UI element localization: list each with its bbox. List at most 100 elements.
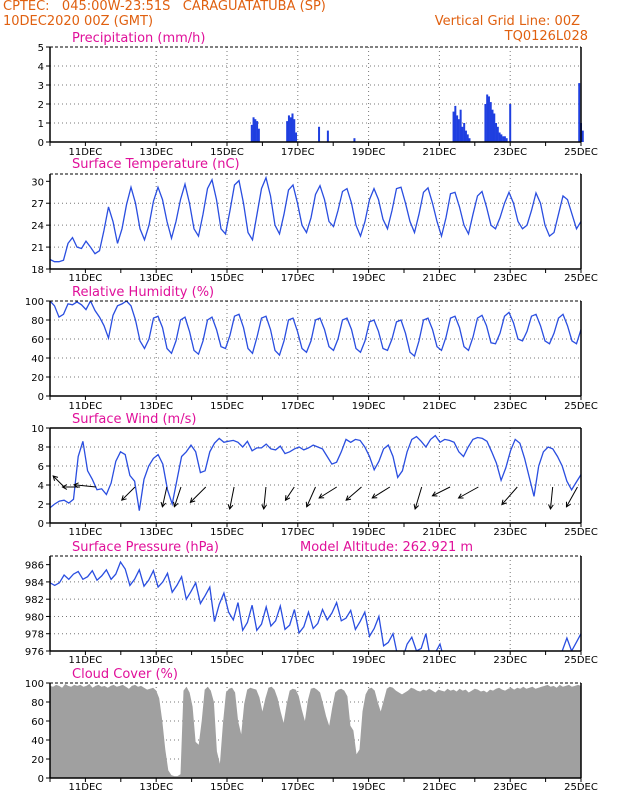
x-tick-label: 17DEC [281, 527, 315, 538]
wind-arrow-head [548, 504, 554, 511]
y-tick-label: 100 [25, 297, 44, 308]
precip-bar [502, 136, 505, 142]
x-tick-label: 19DEC [352, 273, 386, 284]
precip-bar [459, 109, 462, 142]
wind-arrow-head [72, 482, 79, 489]
y-tick-label: 20 [31, 373, 44, 384]
x-tick-label: 23DEC [493, 655, 527, 666]
x-tick-label: 23DEC [493, 527, 527, 538]
wind-arrow [414, 486, 423, 510]
x-tick-label: 25DEC [564, 655, 598, 666]
product-code: TQ0126L028 [504, 29, 588, 44]
wind-arrow-head [305, 501, 311, 508]
wind-arrow [318, 486, 338, 499]
precip-bar [454, 105, 457, 142]
y-tick-label: 10 [31, 424, 44, 435]
series-line [50, 301, 581, 358]
y-tick-label: 0 [38, 519, 44, 530]
precip-bar [493, 113, 496, 142]
wind-arrow-head [431, 491, 438, 497]
wind-arrow-head [413, 504, 420, 510]
y-tick-label: 0 [38, 774, 44, 785]
y-tick-label: 21 [31, 243, 44, 254]
precip-bar [461, 126, 464, 142]
precip-bar [468, 138, 471, 142]
y-tick-label: 982 [25, 595, 44, 606]
y-tick-label: 3 [38, 81, 44, 92]
panel-5 [46, 555, 582, 655]
y-tick-label: 60 [31, 717, 44, 728]
x-tick-label: 11DEC [69, 655, 103, 666]
x-tick-label: 15DEC [210, 527, 244, 538]
y-tick-label: 5 [38, 43, 44, 54]
wind-arrow [173, 486, 182, 507]
panel-title: Surface Wind (m/s) [72, 412, 196, 427]
x-tick-label: 11DEC [69, 147, 103, 158]
wind-arrow-head [565, 501, 571, 508]
x-tick-label: 25DEC [564, 273, 598, 284]
x-tick-label: 25DEC [564, 527, 598, 538]
wind-arrow-head [227, 504, 234, 511]
precip-bar [257, 128, 260, 142]
wind-arrow-head [457, 493, 464, 499]
x-tick-label: 21DEC [423, 273, 457, 284]
precip-bar [353, 138, 356, 142]
precip-bar [509, 104, 512, 142]
precip-bar [505, 138, 508, 142]
precip-bar [289, 117, 292, 142]
x-tick-label: 23DEC [493, 147, 527, 158]
wind-arrow [263, 486, 267, 510]
x-tick-label: 19DEC [352, 655, 386, 666]
series-line [50, 175, 581, 263]
y-tick-label: 80 [31, 698, 44, 709]
precip-bar [295, 132, 298, 142]
wind-arrow [549, 486, 554, 510]
x-tick-label: 25DEC [564, 782, 598, 793]
x-tick-label: 23DEC [493, 401, 527, 412]
precip-bar [254, 119, 257, 142]
y-tick-label: 984 [25, 578, 44, 589]
panel-6 [46, 682, 582, 782]
x-tick-label: 11DEC [69, 401, 103, 412]
panel-title: Surface Pressure (hPa) [72, 540, 219, 555]
panel-2 [46, 173, 582, 273]
series-line [50, 434, 581, 511]
wind-arrow-head [189, 497, 196, 504]
precip-bar [495, 123, 498, 142]
y-tick-label: 978 [25, 630, 44, 641]
precip-bar [491, 109, 494, 142]
panel-1 [46, 46, 584, 146]
x-tick-label: 23DEC [493, 273, 527, 284]
panel-title: Cloud Cover (%) [72, 667, 178, 682]
wind-arrow-head [61, 484, 68, 490]
x-tick-label: 17DEC [281, 273, 315, 284]
wind-arrow-head [173, 501, 179, 508]
x-tick-label: 19DEC [352, 401, 386, 412]
precip-bar [581, 130, 584, 142]
vertical-grid-note: Vertical Grid Line: 00Z [434, 14, 580, 29]
y-tick-label: 1 [38, 119, 44, 130]
x-tick-label: 25DEC [564, 401, 598, 412]
precip-bar [466, 134, 469, 142]
wind-arrow [285, 486, 295, 501]
x-tick-label: 19DEC [352, 147, 386, 158]
precip-bar [250, 124, 253, 142]
y-tick-label: 2 [38, 500, 44, 511]
y-tick-label: 60 [31, 335, 44, 346]
x-tick-label: 15DEC [210, 273, 244, 284]
x-tick-label: 21DEC [423, 782, 457, 793]
x-tick-label: 11DEC [69, 527, 103, 538]
panel-3 [46, 300, 582, 400]
x-tick-label: 11DEC [69, 782, 103, 793]
x-tick-label: 13DEC [139, 655, 173, 666]
x-tick-label: 15DEC [210, 655, 244, 666]
precip-bar [496, 126, 499, 142]
x-tick-label: 21DEC [423, 655, 457, 666]
wind-arrow [306, 486, 316, 508]
panel-title: Surface Temperature (nC) [72, 157, 240, 172]
wind-arrow [501, 486, 518, 505]
y-tick-label: 27 [31, 199, 44, 210]
precip-bar [452, 111, 455, 142]
x-tick-label: 19DEC [352, 527, 386, 538]
precip-bar [457, 119, 460, 142]
